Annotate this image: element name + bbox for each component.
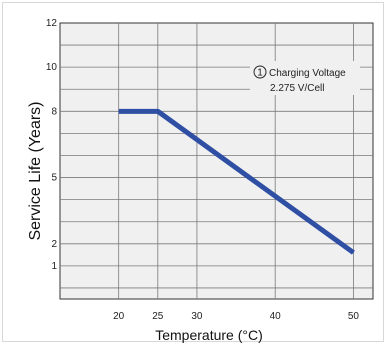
y-tick-label: 12 — [46, 18, 58, 29]
x-tick-label: 25 — [152, 311, 164, 322]
data-point — [118, 110, 120, 112]
annotation-box: 1 Charging Voltage 2.275 V/Cell — [250, 61, 360, 95]
y-tick-label: 2 — [51, 239, 57, 250]
x-tick-label: 40 — [270, 311, 282, 322]
x-axis-title: Temperature (°C) — [155, 327, 263, 343]
y-tick-label: 5 — [51, 173, 57, 184]
data-point — [352, 252, 354, 254]
annotation-line-2: 2.275 V/Cell — [270, 83, 324, 94]
data-point — [157, 110, 159, 112]
chart-canvas: 1 Charging Voltage 2.275 V/Cell 20 25 30 40… — [27, 18, 374, 343]
annotation-marker-circle — [253, 65, 267, 79]
annotation-line-1: Charging Voltage — [269, 68, 346, 79]
y-tick-label: 8 — [51, 106, 57, 117]
y-axis-title: Service Life (Years) — [27, 101, 44, 240]
y-tick-label: 10 — [46, 62, 58, 73]
x-tick-label: 20 — [113, 311, 125, 322]
series-layer — [118, 108, 355, 255]
x-tick-label: 50 — [348, 311, 360, 322]
grid-layer — [60, 23, 373, 299]
chart-frame: 1 Charging Voltage 2.275 V/Cell 20 25 30 40… — [2, 2, 384, 343]
x-tick-label: 30 — [191, 311, 203, 322]
y-tick-label: 1 — [51, 261, 57, 272]
annotation-marker-text: 1 — [257, 68, 263, 79]
annotation-background — [250, 61, 360, 95]
